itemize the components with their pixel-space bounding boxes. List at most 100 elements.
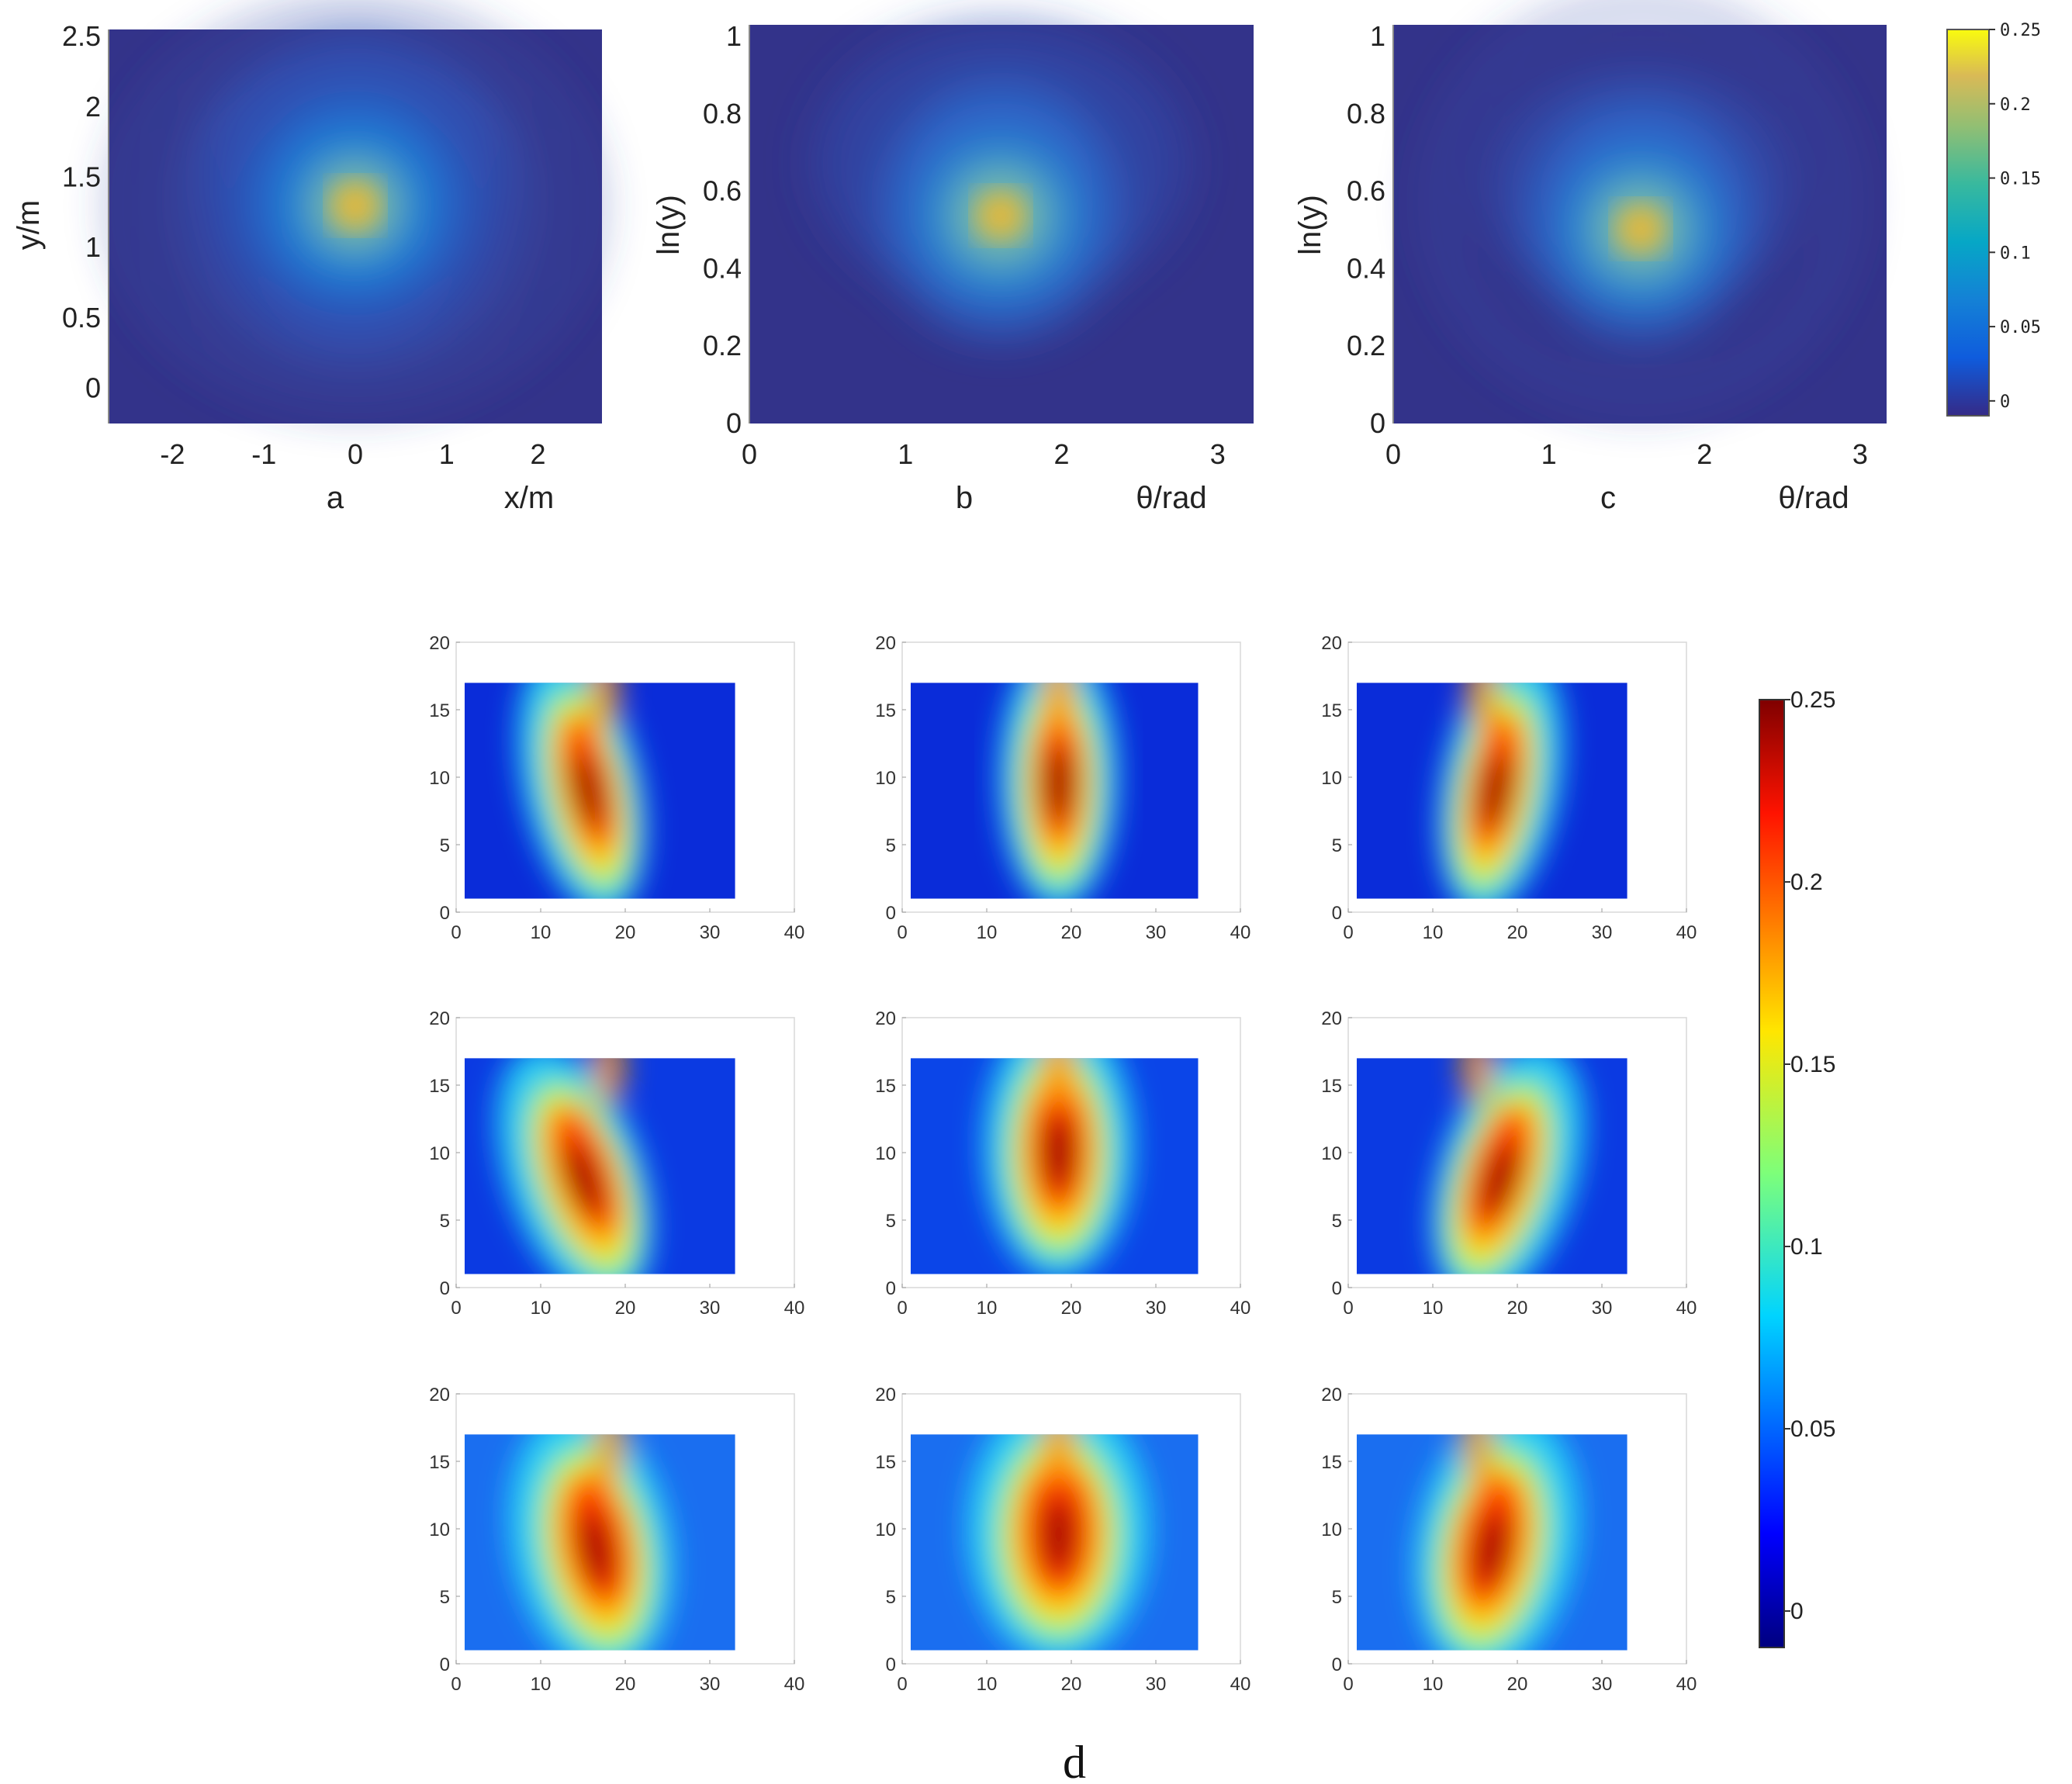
subplot-xtick: 40: [784, 1674, 805, 1695]
subplot-xtick: 40: [1676, 1674, 1697, 1695]
panel-a-ytick: 2.5: [62, 20, 101, 52]
panel-a-peak: [332, 182, 379, 229]
panel-c-label: c: [1600, 481, 1616, 515]
subplot-field: [1356, 1434, 1628, 1651]
subplot-field: [464, 1058, 735, 1274]
subplot-xtick: 10: [977, 1298, 998, 1319]
subplot-ytick: 10: [429, 1143, 450, 1164]
subplot-ytick: 15: [1321, 1076, 1342, 1097]
colorbar-top-tick: 0.1: [2000, 244, 2031, 263]
colorbar-bottom-tick: 0: [1790, 1599, 1804, 1624]
subplot-d-8: 0 10 20 30 40 0 5 10 15 20: [875, 1385, 1250, 1695]
panel-a-ytick: 2: [85, 91, 101, 123]
subplot-ytick: 15: [1321, 700, 1342, 721]
panel-a-xlabel: x/m: [504, 481, 554, 515]
panel-a-xtick: 2: [531, 438, 546, 470]
subplot-xtick: 0: [897, 1298, 907, 1319]
subplot-field: [464, 1434, 735, 1651]
subplot-xtick: 10: [531, 1298, 552, 1319]
subplot-xtick: 0: [1343, 922, 1353, 943]
subplot-xtick: 40: [1230, 922, 1251, 943]
colorbar-top-bar: [1946, 29, 1990, 417]
subplot-ytick: 10: [429, 1520, 450, 1540]
subplot-ytick: 20: [429, 1385, 450, 1405]
panel-c-ytick: 0.8: [1347, 98, 1385, 130]
subplot-ytick: 10: [429, 768, 450, 789]
subplot-field: [464, 683, 735, 899]
subplot-ytick: 20: [875, 1008, 896, 1029]
panel-c-xtick: 3: [1852, 438, 1868, 470]
subplot-d-9: 0 10 20 30 40 0 5 10 15 20: [1321, 1385, 1697, 1695]
subplot-ytick: 5: [440, 1587, 450, 1608]
subplot-xtick: 20: [1061, 922, 1082, 943]
subplot-xtick: 20: [615, 922, 636, 943]
panel-c-field: [1430, 0, 1852, 405]
subplot-xtick: 20: [615, 1298, 636, 1319]
panel-c-xtick: 2: [1697, 438, 1712, 470]
subplot-d-6: 0 10 20 30 40 0 5 10 15 20: [1321, 1008, 1697, 1319]
panel-a-xtick: -1: [251, 438, 276, 470]
colorbar-top-tick: 0.15: [2000, 170, 2041, 189]
colorbar-bottom: 0 0.05 0.1 0.15 0.2 0.25: [1759, 687, 1835, 1648]
subplot-d-1: 0 10 20 30 40 0 5 10 15 20: [429, 633, 804, 943]
subplot-xtick: 30: [1592, 1674, 1613, 1695]
panel-c-ytick: 0.6: [1347, 175, 1385, 207]
panel-c-ytick: 0: [1370, 407, 1385, 439]
subplot-ytick: 10: [875, 768, 896, 789]
subplot-ytick: 15: [1321, 1452, 1342, 1473]
subplot-ytick: 15: [429, 1452, 450, 1473]
subplot-ytick: 5: [886, 1211, 896, 1232]
subplot-ytick: 0: [440, 903, 450, 924]
colorbar-top-tick: 0: [2000, 392, 2010, 412]
subplot-ytick: 5: [440, 835, 450, 856]
subplot-xtick: 30: [1146, 1674, 1167, 1695]
subplot-d-3: 0 10 20 30 40 0 5 10 15 20: [1321, 633, 1697, 943]
subplot-ytick: 20: [1321, 633, 1342, 654]
panel-b-ytick: 0.8: [703, 98, 742, 130]
panel-c: 0 1 2 3 0 0.2 0.4 0.6 0.8 1 θ/rad ln(y) c: [1293, 0, 1887, 515]
subplot-field: [910, 683, 1199, 899]
panel-b-xtick: 2: [1053, 438, 1069, 470]
subplot-xtick: 30: [700, 1298, 721, 1319]
subplot-ytick: 10: [1321, 768, 1342, 789]
panel-b-xtick: 1: [898, 438, 913, 470]
subplot-xtick: 30: [700, 1674, 721, 1695]
subplot-xtick: 10: [1423, 1674, 1444, 1695]
colorbar-top: 0 0.05 0.1 0.15 0.2 0.25: [1946, 21, 2041, 417]
panel-c-ytick: 1: [1370, 20, 1385, 52]
panel-c-ytick: 0.4: [1347, 252, 1385, 284]
panel-a-xtick: 0: [348, 438, 363, 470]
subplot-ytick: 10: [875, 1520, 896, 1540]
subplot-xtick: 20: [1507, 1298, 1528, 1319]
subplot-ytick: 10: [1321, 1520, 1342, 1540]
subplot-ytick: 0: [440, 1654, 450, 1675]
subplot-field: [1356, 683, 1628, 899]
panel-b-ytick: 1: [726, 20, 742, 52]
subplot-ytick: 10: [875, 1143, 896, 1164]
panel-c-xtick: 0: [1385, 438, 1401, 470]
subplot-xtick: 20: [1507, 1674, 1528, 1695]
subplot-xtick: 10: [1423, 1298, 1444, 1319]
subplot-ytick: 5: [886, 1587, 896, 1608]
panel-d: 0 10 20 30 40 0 5 10 15 20 0 10 20 30 40 0 5 10 15 20 0 10 20 3…: [429, 633, 1697, 1695]
subplot-xtick: 30: [1146, 922, 1167, 943]
panel-c-xtick: 1: [1541, 438, 1557, 470]
panel-b-ytick: 0: [726, 407, 742, 439]
colorbar-top-tick: 0.05: [2000, 318, 2041, 337]
subplot-ytick: 5: [1332, 1211, 1342, 1232]
colorbar-top-tick: 0.2: [2000, 95, 2031, 115]
subplot-d-7: 0 10 20 30 40 0 5 10 15 20: [429, 1385, 804, 1695]
subplot-d-2: 0 10 20 30 40 0 5 10 15 20: [875, 633, 1250, 943]
colorbar-bottom-tick: 0.05: [1790, 1416, 1835, 1442]
panel-a-ytick: 1.5: [62, 161, 101, 193]
subplot-xtick: 0: [1343, 1298, 1353, 1319]
subplot-ytick: 0: [886, 1278, 896, 1299]
panel-a-xtick: -2: [160, 438, 185, 470]
subplot-d-5: 0 10 20 30 40 0 5 10 15 20: [875, 1008, 1250, 1319]
colorbar-bottom-tick: 0.1: [1790, 1234, 1823, 1260]
subplot-ytick: 0: [1332, 903, 1342, 924]
subplot-ytick: 15: [429, 1076, 450, 1097]
subplot-ytick: 5: [440, 1211, 450, 1232]
panel-c-ylabel: ln(y): [1293, 195, 1327, 255]
